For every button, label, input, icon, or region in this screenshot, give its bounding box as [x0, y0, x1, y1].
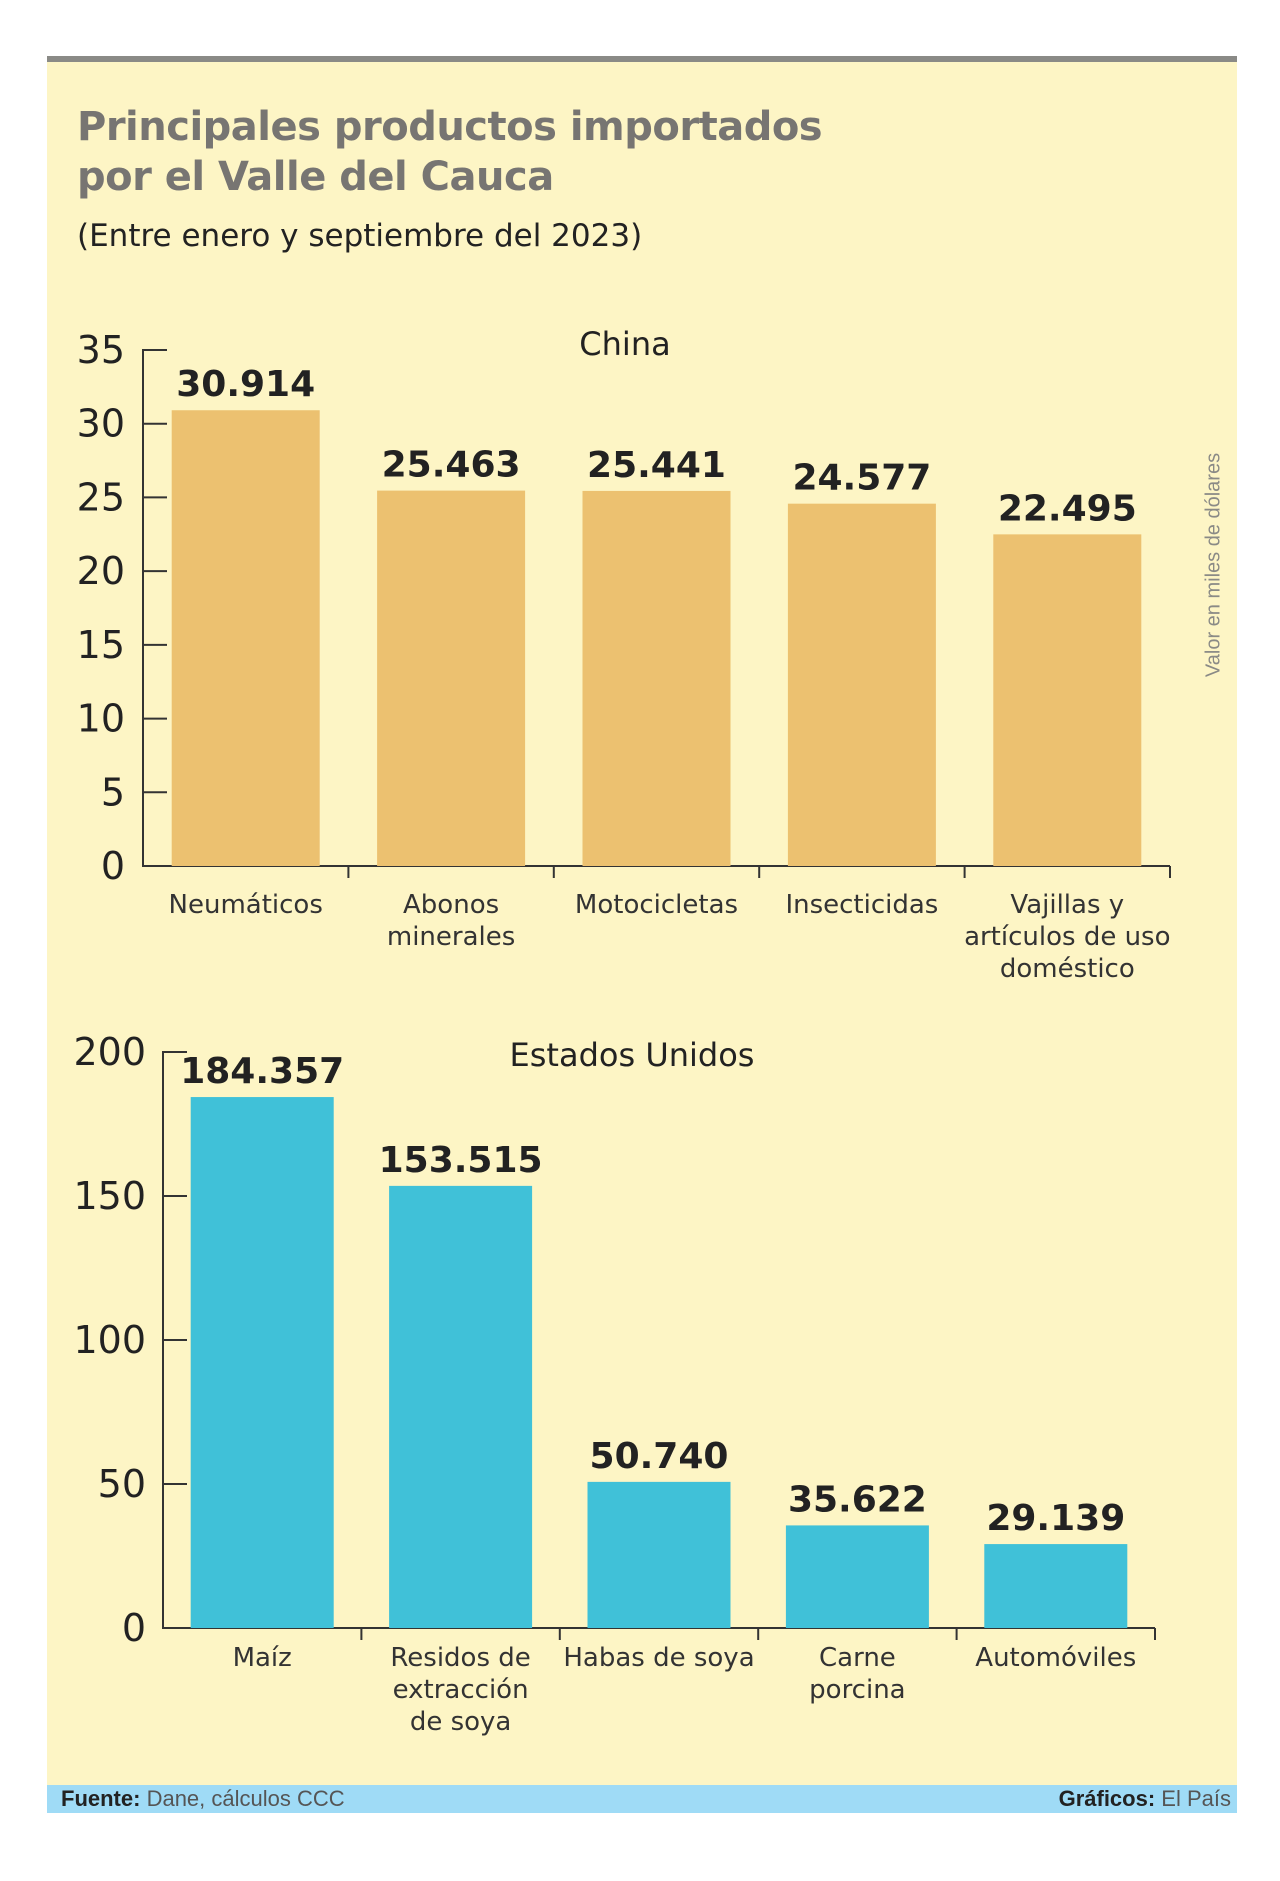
- title-line-1: Principales productos importados: [77, 104, 823, 150]
- china-category-label: Neumáticos: [169, 890, 323, 920]
- china-y-tick-label: 10: [77, 697, 125, 741]
- usa-category-label: Automóviles: [975, 1643, 1136, 1673]
- source-credit: Fuente: Dane, cálculos CCC: [61, 1785, 345, 1813]
- usa-bar: [984, 1544, 1128, 1628]
- usa-value-label: 184.357: [180, 1051, 344, 1092]
- source-label: Fuente:: [61, 1786, 141, 1811]
- usa-bar: [587, 1481, 731, 1628]
- usa-y-tick-label: 200: [73, 1030, 146, 1074]
- usa-bar: [190, 1097, 334, 1628]
- china-category-label-line: Abonos: [403, 890, 499, 920]
- usa-y-tick-label: 0: [122, 1606, 146, 1650]
- usa-category-label-line: Habas de soya: [563, 1643, 754, 1673]
- china-category-label-line: Motocicletas: [575, 890, 738, 920]
- china-y-tick-label: 25: [77, 475, 125, 519]
- usa-category-label: Habas de soya: [563, 1643, 754, 1673]
- china-y-tick-label: 35: [77, 328, 125, 372]
- china-category-label-line: Vajillas y: [1010, 890, 1124, 920]
- china-value-label: 30.914: [176, 364, 315, 405]
- china-bar: [582, 490, 731, 866]
- usa-bar: [389, 1185, 533, 1628]
- graphics-credit: Gráficos: El País: [1059, 1785, 1231, 1813]
- usa-category-label-line: Residos de: [390, 1643, 530, 1673]
- usa-value-label: 35.622: [788, 1479, 927, 1520]
- china-bar: [787, 503, 936, 866]
- page-subtitle: (Entre enero y septiembre del 2023): [77, 218, 643, 254]
- usa-bar: [785, 1525, 929, 1628]
- usa-y-tick-label: 100: [73, 1318, 146, 1362]
- usa-value-label: 153.515: [379, 1140, 543, 1181]
- china-category-label: Abonos minerales: [387, 890, 515, 952]
- top-rule: [47, 56, 1237, 62]
- china-category-label: Insecticidas: [785, 890, 938, 920]
- china-category-label-line: minerales: [387, 922, 515, 952]
- graphics-value: El País: [1161, 1786, 1231, 1811]
- usa-category-label-line: extracción: [393, 1675, 529, 1705]
- china-y-tick-label: 0: [101, 844, 125, 888]
- china-value-label: 22.495: [998, 488, 1137, 529]
- usa-y-tick-label: 150: [73, 1174, 146, 1218]
- china-y-tick-label: 5: [101, 770, 125, 814]
- page-title: Principales productos importados por el …: [77, 102, 823, 202]
- china-value-label: 24.577: [792, 458, 931, 499]
- china-bar: [377, 490, 526, 866]
- source-value: Dane, cálculos CCC: [146, 1786, 345, 1811]
- china-value-label: 25.441: [587, 445, 726, 486]
- usa-category-label-line: porcina: [809, 1675, 905, 1705]
- usa-value-label: 50.740: [590, 1436, 729, 1477]
- usa-category-label: Residos de extracción de soya: [390, 1643, 530, 1737]
- china-y-axis: [142, 349, 157, 866]
- china-category-label-line: doméstico: [1000, 954, 1135, 984]
- china-y-tick-label: 30: [77, 402, 125, 446]
- usa-chart-title: Estados Unidos: [510, 1036, 755, 1074]
- china-category-label: Vajillas y artículos de uso doméstico: [964, 890, 1170, 984]
- usa-value-label: 29.139: [986, 1498, 1125, 1539]
- china-category-label-line: Insecticidas: [785, 890, 938, 920]
- usa-category-label: Maíz: [233, 1643, 292, 1673]
- title-line-2: por el Valle del Cauca: [77, 154, 554, 200]
- china-bar: [171, 410, 320, 866]
- usa-y-tick-label: 50: [98, 1462, 146, 1506]
- china-category-label-line: artículos de uso: [964, 922, 1170, 952]
- graphics-label: Gráficos:: [1058, 1786, 1156, 1811]
- china-y-tick-label: 20: [77, 549, 125, 593]
- china-value-label: 25.463: [382, 445, 521, 486]
- usa-category-label: Carne porcina: [809, 1643, 905, 1705]
- usa-category-label-line: de soya: [410, 1707, 512, 1737]
- footer-bar: Fuente: Dane, cálculos CCC Gráficos: El …: [47, 1785, 1237, 1813]
- china-bar: [993, 534, 1142, 866]
- usa-category-label-line: Automóviles: [975, 1643, 1136, 1673]
- usa-category-label-line: Maíz: [233, 1643, 292, 1673]
- china-category-label-line: Neumáticos: [169, 890, 323, 920]
- unit-label: Valor en miles de dólares: [1202, 452, 1225, 678]
- china-chart-title: China: [579, 325, 670, 363]
- china-category-label: Motocicletas: [575, 890, 738, 920]
- china-y-tick-label: 15: [77, 623, 125, 667]
- usa-category-label-line: Carne: [819, 1643, 896, 1673]
